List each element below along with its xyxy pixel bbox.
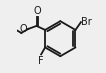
Text: Br: Br [81, 17, 92, 27]
Text: O: O [19, 24, 27, 34]
Text: F: F [38, 56, 44, 66]
Text: O: O [33, 6, 41, 16]
